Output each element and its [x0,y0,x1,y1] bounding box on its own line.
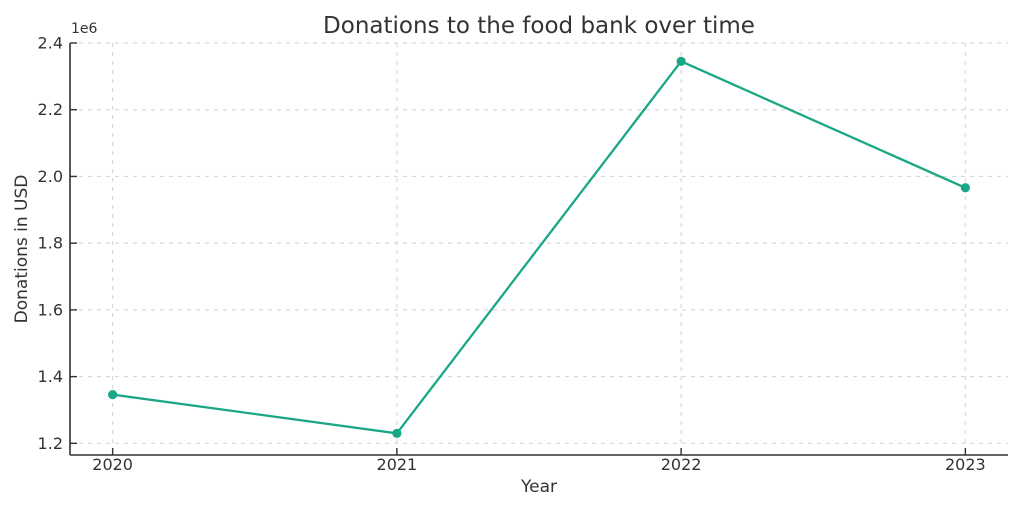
gridlines [70,42,1008,455]
y-tick-label: 2.2 [38,100,63,119]
x-tick-label: 2022 [661,455,702,474]
y-tick-label: 2.0 [38,167,63,186]
data-series [108,56,970,438]
data-point [676,56,686,66]
y-tick-label: 1.4 [38,367,63,386]
series-line [111,60,967,435]
y-tick-label: 2.4 [38,34,63,53]
y-axis-label: Donations in USD [12,175,32,324]
axes [69,42,1008,456]
tick-labels: 2020 2021 2022 2023 1.2 1.4 1.6 1.8 2.0 2.2 2.4 [38,34,986,475]
y-tick-label: 1.6 [38,300,63,319]
chart-title: Donations to the food bank over time [323,13,755,39]
x-tick-label: 2020 [92,455,133,474]
data-point [108,390,118,400]
x-axis-label: Year [520,477,557,497]
y-axis-offset-label: 1e6 [71,21,98,37]
data-point [960,183,970,193]
y-tick-label: 1.8 [38,234,63,253]
x-tick-label: 2023 [945,455,986,474]
data-point [392,428,402,438]
y-tick-label: 1.2 [38,434,63,453]
x-tick-label: 2021 [377,455,418,474]
